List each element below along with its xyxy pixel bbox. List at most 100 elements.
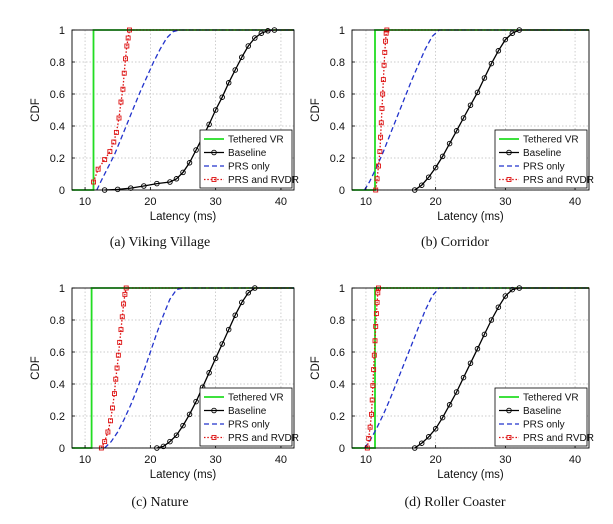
x-tick-label: 30 [210, 196, 222, 208]
legend-marker [211, 177, 217, 182]
data-point [425, 174, 432, 180]
data-point [495, 304, 502, 310]
x-tick-label: 30 [499, 454, 511, 466]
data-point [225, 80, 232, 86]
y-tick-label: 0.8 [330, 315, 345, 327]
x-tick-label: 40 [569, 196, 581, 208]
chart-panel-3: 10 20 30 40 0 0.2 0.4 0.6 0.8 1 Latency (ms) CDF Tet… [30, 283, 299, 510]
legend-label: Tethered VR [523, 135, 579, 146]
panel-caption: (b) Corridor [421, 235, 489, 250]
data-point [375, 290, 381, 296]
data-point [495, 48, 502, 54]
x-tick-label: 40 [569, 454, 581, 466]
legend-label: Tethered VR [523, 393, 579, 404]
x-tick-label: 10 [79, 196, 91, 208]
data-point [425, 434, 432, 440]
x-axis-label: Latency (ms) [150, 469, 217, 481]
data-point [107, 149, 113, 155]
x-tick-label: 20 [430, 196, 442, 208]
legend-label: PRS only [228, 162, 270, 173]
data-point [369, 411, 374, 417]
series-line-baseline [414, 29, 589, 191]
data-point [502, 293, 509, 299]
data-point [193, 147, 199, 153]
data-point [113, 376, 119, 382]
y-tick-label: 0.8 [330, 57, 345, 69]
data-point [371, 367, 377, 373]
data-point [102, 439, 108, 445]
chart-panel-1: 10 20 30 40 0 0.2 0.4 0.6 0.8 1 Latency (ms) CDF Tet… [30, 25, 299, 250]
legend-label: Tethered VR [228, 393, 284, 404]
y-tick-label: 0 [59, 443, 65, 455]
legend-label: Baseline [228, 406, 267, 417]
y-tick-label: 1 [339, 283, 345, 295]
data-point [232, 67, 238, 73]
legend-label: Baseline [228, 148, 267, 159]
y-tick-label: 0.2 [50, 153, 65, 165]
y-tick-label: 0 [339, 443, 345, 455]
series-line-prs-and-rvdr [92, 29, 294, 183]
y-axis-label: CDF [310, 356, 322, 380]
legend: Tethered VR Baseline PRS only PRS and RVDR [199, 387, 299, 447]
data-point [367, 424, 373, 430]
panel-caption: (d) Roller Coaster [404, 495, 505, 510]
panel-caption: (c) Nature [131, 495, 188, 510]
data-point [219, 94, 225, 100]
data-point [120, 86, 126, 92]
data-point [474, 346, 481, 352]
data-point [116, 115, 122, 121]
data-point [121, 301, 127, 307]
data-point [370, 383, 376, 389]
x-tick-label: 40 [275, 196, 287, 208]
legend: Tethered VR Baseline PRS only PRS and RVDR [494, 387, 594, 447]
legend-label: Baseline [523, 406, 562, 417]
data-point [453, 128, 460, 134]
series-line-prs-only [104, 287, 294, 449]
data-point [206, 370, 212, 376]
data-point [379, 105, 385, 111]
legend-label: Tethered VR [228, 135, 284, 146]
data-point [373, 323, 379, 329]
legend-marker [506, 407, 512, 414]
data-point [509, 30, 516, 36]
data-point [115, 352, 121, 358]
data-point [180, 422, 186, 429]
data-point [460, 374, 467, 381]
data-point [114, 186, 121, 193]
series-line-prs-and-rvdr [366, 287, 589, 449]
y-tick-label: 0.4 [50, 379, 65, 391]
legend-label: PRS and RVDR [523, 175, 594, 186]
axes-frame [351, 287, 590, 449]
series-line-baseline [414, 287, 589, 449]
y-tick-label: 0.6 [50, 347, 65, 359]
data-point [173, 176, 180, 182]
legend-marker [506, 149, 512, 156]
data-point [95, 166, 101, 172]
data-point [418, 440, 425, 446]
data-point [383, 30, 389, 36]
panel-caption: (a) Viking Village [110, 235, 210, 250]
data-point [114, 365, 120, 371]
y-tick-label: 0 [59, 185, 65, 197]
data-point [439, 153, 446, 160]
legend-label: PRS only [228, 420, 270, 431]
x-axis-label: Latency (ms) [437, 211, 504, 223]
y-tick-label: 1 [59, 25, 65, 37]
data-point [239, 299, 245, 306]
y-tick-label: 0.6 [50, 89, 65, 101]
data-point [160, 443, 167, 450]
x-tick-label: 20 [144, 196, 156, 208]
y-tick-label: 0.2 [330, 153, 345, 165]
data-point [373, 311, 379, 317]
legend-label: PRS and RVDR [228, 175, 299, 186]
data-point [382, 49, 388, 55]
data-point [474, 89, 481, 96]
x-tick-label: 30 [210, 454, 222, 466]
y-tick-label: 0.2 [330, 411, 345, 423]
y-axis-label: CDF [310, 98, 322, 122]
data-point [509, 286, 516, 293]
data-point [369, 397, 375, 403]
x-axis-label: Latency (ms) [150, 211, 217, 223]
y-tick-label: 0.8 [50, 57, 65, 69]
series-line-prs-only [96, 29, 294, 191]
